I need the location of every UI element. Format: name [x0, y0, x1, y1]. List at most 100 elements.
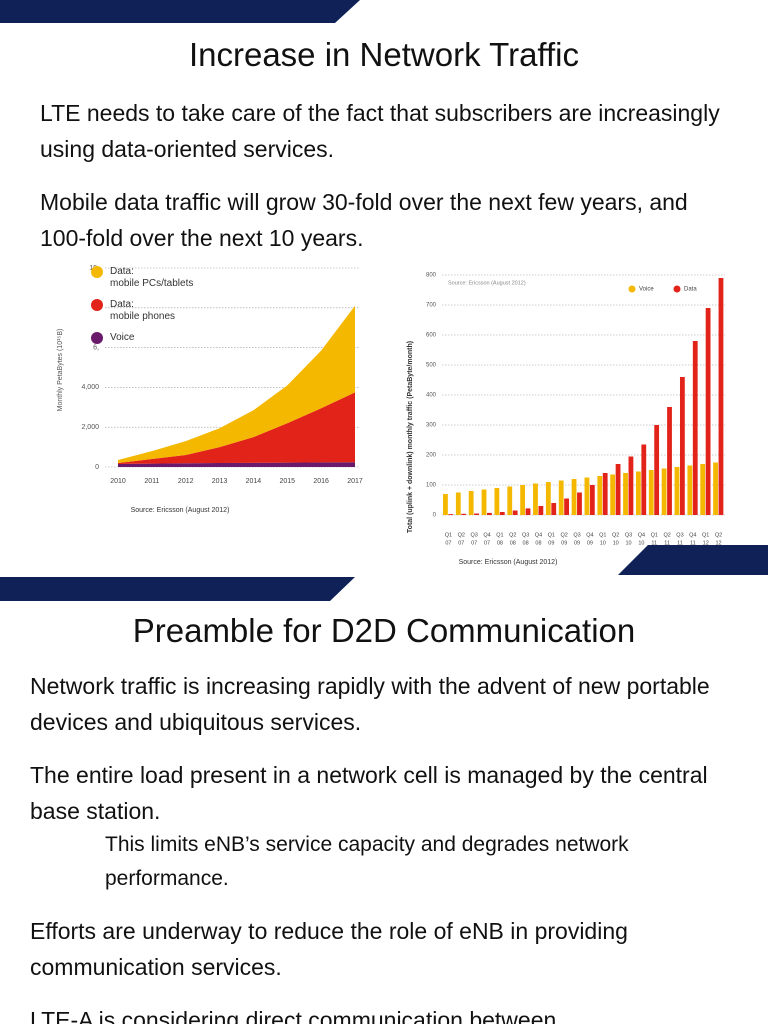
- slide-title: Preamble for D2D Communication: [132, 612, 636, 649]
- bar: [507, 486, 513, 515]
- area: [118, 392, 355, 465]
- bar: [679, 377, 685, 515]
- y-axis-label: Total (uplink + downlink) monthly traffi…: [407, 341, 414, 533]
- bar: [443, 494, 448, 515]
- paragraph: The entire load present in a network cel…: [30, 762, 708, 824]
- x-tick-label: Q3: [470, 532, 477, 538]
- bar: [577, 492, 582, 515]
- y-tick-label: 0: [433, 513, 437, 519]
- x-tick-label: Q3: [573, 532, 580, 538]
- bar: [499, 512, 505, 515]
- x-tick-label: Q1: [496, 532, 503, 538]
- bar: [589, 485, 595, 515]
- x-tick-label: Q2: [458, 532, 465, 538]
- legend-label: Data: [684, 287, 697, 293]
- bar: [533, 483, 538, 515]
- x-tick-label: 07: [445, 540, 451, 546]
- x-tick-label: Q3: [625, 532, 632, 538]
- bar: [558, 480, 564, 515]
- y-tick-label: 4,000: [81, 384, 99, 391]
- x-tick-label: 10: [600, 540, 606, 546]
- legend-marker: [628, 285, 636, 293]
- y-tick-label: 300: [426, 423, 437, 429]
- header-bar: [0, 577, 355, 601]
- y-tick-label: 800: [426, 273, 437, 279]
- x-tick-label: Q4: [638, 532, 645, 538]
- paragraph: Efforts are underway to reduce the role …: [30, 918, 628, 980]
- y-tick-label: 400: [426, 393, 437, 399]
- bar: [448, 514, 454, 515]
- x-tick-label: 08: [497, 540, 503, 546]
- y-tick-label: 0: [95, 464, 99, 471]
- x-tick-label: Q4: [535, 532, 542, 538]
- slide-title: Increase in Network Traffic: [188, 36, 580, 73]
- x-tick-label: 09: [548, 540, 554, 546]
- y-tick-label: 100: [426, 483, 437, 489]
- x-tick-label: Q1: [445, 532, 452, 538]
- y-tick-label: 700: [426, 303, 437, 309]
- source: Source: Ericsson (August 2012): [131, 507, 230, 514]
- area: [118, 462, 355, 467]
- bar: [494, 488, 500, 515]
- x-tick-label: Q3: [676, 532, 683, 538]
- bar: [481, 489, 487, 515]
- bar: [538, 506, 544, 515]
- bar: [692, 341, 698, 515]
- x-tick-label: 08: [523, 540, 529, 546]
- x-tick-label: 2012: [178, 478, 194, 485]
- x-tick-label: 11: [664, 540, 670, 546]
- x-tick-label: Q1: [548, 532, 555, 538]
- legend-marker: [91, 266, 103, 278]
- sub-paragraph: This limits eNB’s service capacity and d…: [105, 833, 629, 890]
- x-tick-label: 11: [677, 540, 683, 546]
- bar: [520, 485, 526, 515]
- legend-marker: [91, 332, 103, 344]
- bar: [674, 467, 680, 515]
- bar: [551, 503, 557, 515]
- bar: [641, 444, 647, 515]
- x-tick-label: 2011: [144, 478, 159, 485]
- x-tick-label: Q1: [599, 532, 606, 538]
- inner-source: Source: Ericsson (August 2012): [448, 280, 526, 286]
- paragraph: Mobile data traffic will grow 30-fold ov…: [40, 189, 688, 251]
- bar: [468, 491, 474, 515]
- bar: [602, 473, 608, 515]
- legend-label: Data: mobile PCs/tablets: [110, 266, 194, 289]
- bar: [610, 474, 616, 515]
- x-tick-label: 2013: [212, 478, 228, 485]
- legend-label: Voice: [110, 332, 135, 343]
- bar: [584, 477, 590, 515]
- x-tick-label: 08: [510, 540, 516, 546]
- x-tick-label: Q4: [483, 532, 490, 538]
- bar: [597, 476, 603, 515]
- x-tick-label: 07: [471, 540, 477, 546]
- bar: [705, 308, 711, 515]
- y-tick-label: 200: [426, 453, 437, 459]
- bar: [718, 278, 724, 515]
- x-tick-label: 2010: [110, 478, 126, 485]
- bar: [635, 471, 641, 515]
- bar: [713, 462, 718, 515]
- bar-chart: 0 100 200 300 400 500 600 700 800 Q1 07 Q2 07 Q3 07 Q4 0…: [407, 273, 725, 566]
- x-tick-label: 10: [625, 540, 631, 546]
- y-tick-label: 2,000: [81, 424, 99, 431]
- y-tick-label: 600: [426, 333, 437, 339]
- bar: [615, 464, 621, 515]
- x-tick-label: Q2: [715, 532, 722, 538]
- x-tick-label: 2017: [347, 478, 363, 485]
- x-tick-label: 07: [458, 540, 464, 546]
- bar: [661, 468, 667, 515]
- x-tick-label: 12: [703, 540, 709, 546]
- x-tick-label: 10: [613, 540, 619, 546]
- x-tick-label: 08: [535, 540, 541, 546]
- x-tick-label: Q4: [586, 532, 593, 538]
- bar: [654, 425, 660, 515]
- bar: [461, 513, 467, 515]
- paragraph: Network traffic is increasing rapidly wi…: [30, 673, 710, 735]
- bar: [564, 498, 570, 515]
- legend-marker: [673, 285, 681, 293]
- bar: [628, 456, 634, 515]
- x-tick-label: Q3: [522, 532, 529, 538]
